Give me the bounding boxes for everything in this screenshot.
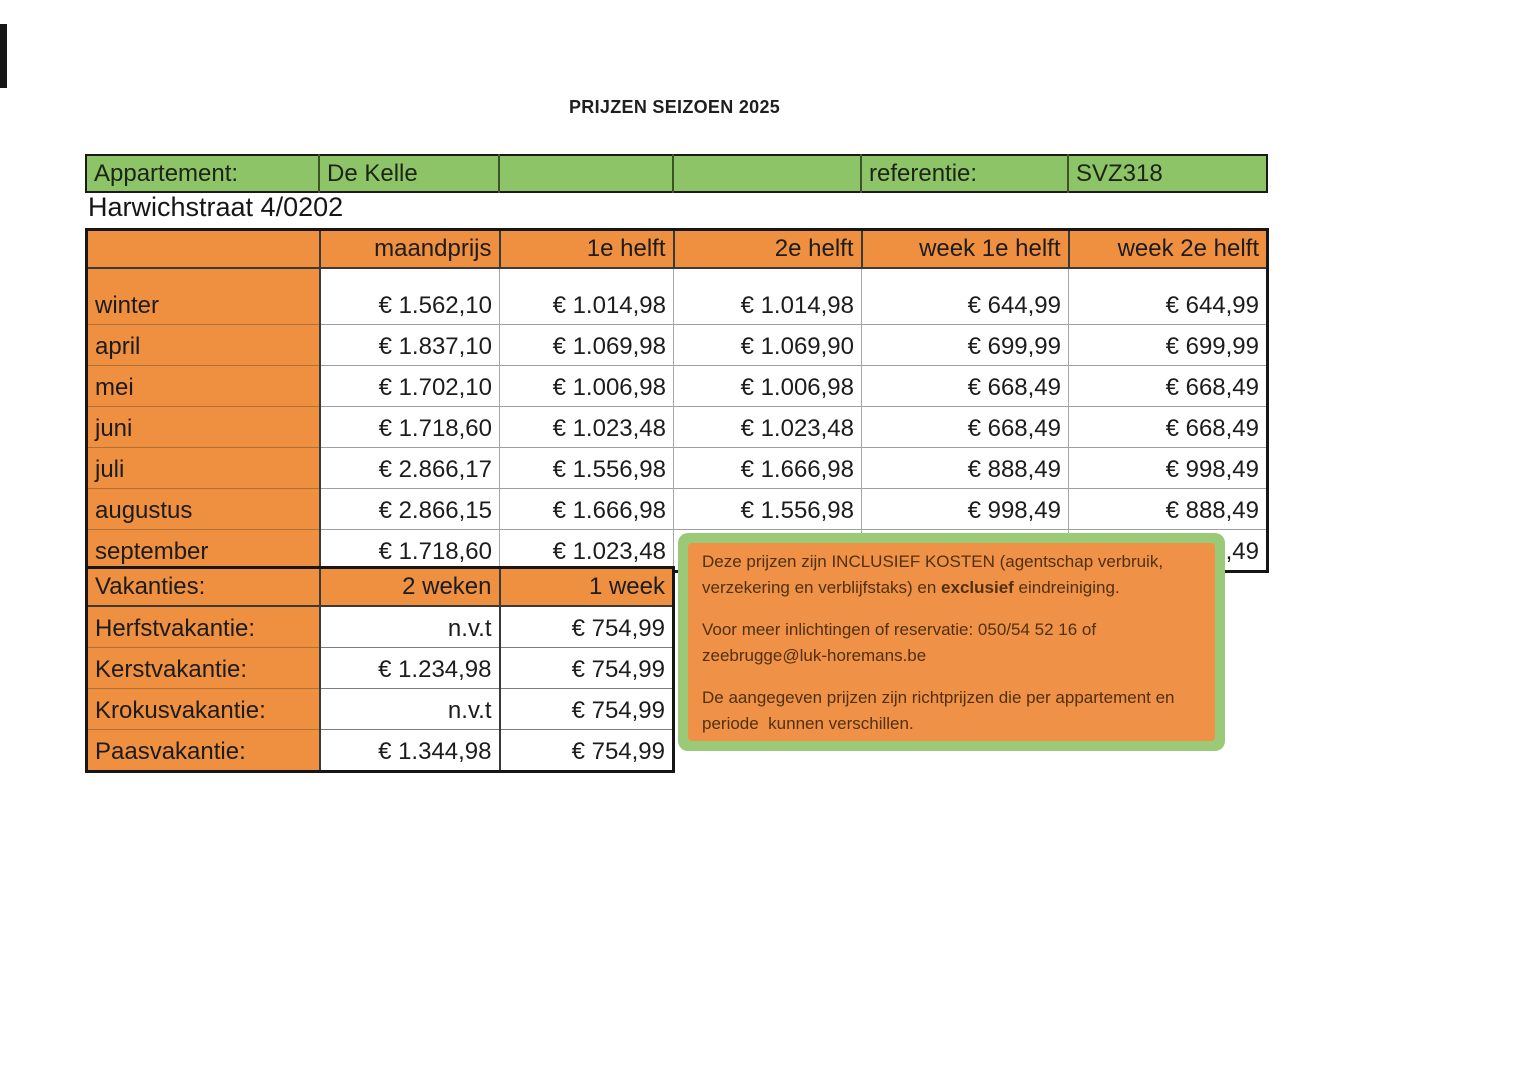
vacation-row-herfst: Herfstvakantie: n.v.t € 754,99 <box>86 606 674 648</box>
info-bold-exclusief: exclusief <box>941 577 1014 597</box>
price-cell: € 1.014,98 <box>499 267 674 325</box>
empty-cell <box>498 155 673 192</box>
vacation-price-cell: € 754,99 <box>498 606 674 648</box>
price-cell: € 1.718,60 <box>319 406 500 448</box>
price-row-augustus: augustus € 2.866,15 € 1.666,98 € 1.556,9… <box>86 488 1268 530</box>
vacation-row-label: Herfstvakantie: <box>86 606 320 648</box>
vacation-price-cell: € 754,99 <box>498 729 674 772</box>
vacation-row-label: Krokusvakantie: <box>86 688 320 730</box>
vacation-price-table: Vakanties: 2 weken 1 week Herfstvakantie… <box>85 566 675 773</box>
price-cell: € 668,49 <box>1068 406 1268 448</box>
price-cell: € 998,49 <box>1068 447 1268 489</box>
price-cell: € 888,49 <box>1068 488 1268 530</box>
price-cell: € 1.023,48 <box>673 406 862 448</box>
vacation-price-cell: n.v.t <box>318 688 500 730</box>
apartment-header-bar: Appartement: De Kelle referentie: SVZ318 <box>85 154 1268 193</box>
vacation-price-cell: € 754,99 <box>498 688 674 730</box>
reference-label-cell: referentie: <box>860 155 1068 192</box>
vacation-price-cell: € 1.344,98 <box>318 729 500 772</box>
document-title: PRIJZEN SEIZOEN 2025 <box>569 97 781 117</box>
info-disclaimer-line-1: De aangegeven prijzen zijn richtprijzen … <box>702 688 1175 707</box>
price-cell: € 644,99 <box>1068 267 1268 325</box>
info-contact-line: Voor meer inlichtingen of reservatie: 05… <box>702 620 1097 639</box>
apartment-header-row: Appartement: De Kelle referentie: SVZ318 <box>86 155 1267 192</box>
vacation-price-cell: n.v.t <box>318 606 500 648</box>
info-box: Deze prijzen zijn INCLUSIEF KOSTEN (agen… <box>678 533 1225 751</box>
reference-value-cell: SVZ318 <box>1067 155 1267 192</box>
price-row-winter: winter € 1.562,10 € 1.014,98 € 1.014,98 … <box>86 267 1268 325</box>
season-price-table: maandprijs 1e helft 2e helft week 1e hel… <box>85 228 1269 573</box>
contact-email: zeebrugge@luk-horemans.be <box>702 645 927 665</box>
vacation-row-label: Paasvakantie: <box>86 729 320 772</box>
vacation-row-label: Kerstvakantie: <box>86 647 320 689</box>
info-pricing-line-2: verzekering en verblijfstaks) en exclusi… <box>702 575 1201 601</box>
apartment-name-cell: De Kelle <box>318 155 499 192</box>
vacation-table-title: Vakanties: <box>86 567 320 607</box>
price-cell: € 668,49 <box>1068 365 1268 407</box>
price-cell: € 2.866,17 <box>319 447 500 489</box>
apartment-label-cell: Appartement: <box>86 155 319 192</box>
price-header-week-1e-helft: week 1e helft <box>860 229 1069 269</box>
vacation-price-cell: € 754,99 <box>498 647 674 689</box>
vacation-price-cell: € 1.234,98 <box>318 647 500 689</box>
price-cell: € 1.837,10 <box>319 324 500 366</box>
price-row-label: mei <box>86 365 321 407</box>
price-cell: € 1.069,98 <box>499 324 674 366</box>
price-header-1e-helft: 1e helft <box>498 229 674 269</box>
vacation-row-paas: Paasvakantie: € 1.344,98 € 754,99 <box>86 729 674 772</box>
price-cell: € 1.718,60 <box>319 529 500 572</box>
price-row-april: april € 1.837,10 € 1.069,98 € 1.069,90 €… <box>86 324 1268 366</box>
vacation-header-row: Vakanties: 2 weken 1 week <box>86 567 674 607</box>
price-cell: € 1.562,10 <box>319 267 500 325</box>
price-header-empty <box>86 229 320 269</box>
price-cell: € 1.556,98 <box>499 447 674 489</box>
price-cell: € 668,49 <box>861 365 1069 407</box>
info-text: eindreiniging. <box>1013 577 1120 597</box>
info-disclaimer-line-2: periode kunnen verschillen. <box>702 713 914 733</box>
address-line: Harwichstraat 4/0202 <box>88 192 344 222</box>
vacation-row-krokus: Krokusvakantie: n.v.t € 754,99 <box>86 688 674 730</box>
price-cell: € 1.556,98 <box>673 488 862 530</box>
scan-artifact-mark <box>0 24 7 88</box>
price-row-juni: juni € 1.718,60 € 1.023,48 € 1.023,48 € … <box>86 406 1268 448</box>
price-header-week-2e-helft: week 2e helft <box>1067 229 1268 269</box>
price-cell: € 888,49 <box>861 447 1069 489</box>
price-cell: € 668,49 <box>861 406 1069 448</box>
price-cell: € 1.006,98 <box>673 365 862 407</box>
price-cell: € 998,49 <box>861 488 1069 530</box>
price-cell: € 644,99 <box>861 267 1069 325</box>
price-cell: € 1.023,48 <box>499 529 674 572</box>
vacation-col-1-week: 1 week <box>498 567 674 607</box>
vacation-row-kerst: Kerstvakantie: € 1.234,98 € 754,99 <box>86 647 674 689</box>
price-cell: € 1.702,10 <box>319 365 500 407</box>
price-row-juli: juli € 2.866,17 € 1.556,98 € 1.666,98 € … <box>86 447 1268 489</box>
empty-cell <box>672 155 861 192</box>
info-pricing-line-1: Deze prijzen zijn INCLUSIEF KOSTEN (agen… <box>702 552 1164 571</box>
info-box-inner: Deze prijzen zijn INCLUSIEF KOSTEN (agen… <box>688 543 1215 741</box>
price-cell: € 1.014,98 <box>673 267 862 325</box>
price-table-header-row: maandprijs 1e helft 2e helft week 1e hel… <box>86 229 1268 269</box>
price-cell: € 1.666,98 <box>499 488 674 530</box>
price-header-maandprijs: maandprijs <box>318 229 500 269</box>
price-cell: € 699,99 <box>861 324 1069 366</box>
price-cell: € 1.023,48 <box>499 406 674 448</box>
price-row-mei: mei € 1.702,10 € 1.006,98 € 1.006,98 € 6… <box>86 365 1268 407</box>
info-text: verzekering en verblijfstaks) en <box>702 577 942 597</box>
price-cell: € 1.006,98 <box>499 365 674 407</box>
price-row-label: september <box>86 529 321 572</box>
price-cell: € 1.666,98 <box>673 447 862 489</box>
price-cell: € 2.866,15 <box>319 488 500 530</box>
price-row-label: juli <box>86 447 321 489</box>
price-header-2e-helft: 2e helft <box>672 229 862 269</box>
price-row-label: winter <box>86 267 321 325</box>
price-cell: € 1.069,90 <box>673 324 862 366</box>
price-row-label: juni <box>86 406 321 448</box>
price-cell: € 699,99 <box>1068 324 1268 366</box>
price-row-label: augustus <box>86 488 321 530</box>
vacation-col-2-weken: 2 weken <box>318 567 500 607</box>
price-row-label: april <box>86 324 321 366</box>
